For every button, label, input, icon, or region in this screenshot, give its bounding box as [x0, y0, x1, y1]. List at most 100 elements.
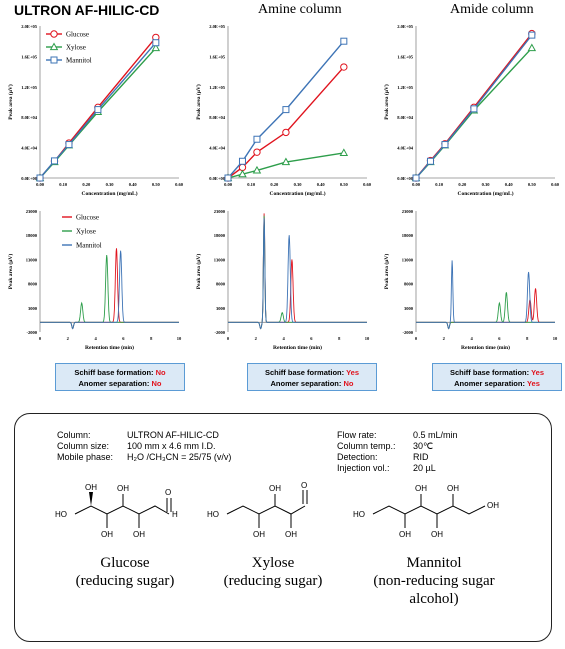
anomer-label: Anomer separation: — [78, 379, 150, 388]
data-point — [49, 42, 59, 51]
condition-value: H₂O /CH₃CN = 25/75 (v/v) — [127, 452, 232, 462]
x-tick-label: 4 — [470, 336, 473, 341]
molecule-xylose: Xylose (reducing sugar) — [203, 554, 343, 590]
struct-label: OH — [101, 530, 113, 539]
struct-label: HO — [353, 510, 365, 519]
x-tick-label: 0.40 — [505, 182, 514, 187]
y-tick-label: 8000 — [28, 282, 38, 287]
x-axis-label: Retention time (min) — [461, 344, 510, 351]
y-axis-label: Peak area (µV) — [383, 84, 390, 120]
struct-label: H — [172, 510, 178, 519]
condition-row: Column: ULTRON AF-HILIC-CD — [57, 430, 231, 441]
molecule-name: Glucose — [100, 555, 150, 571]
data-point — [151, 43, 161, 52]
schiff-label: Schiff base formation: — [74, 368, 154, 377]
anomer-value: No — [151, 379, 162, 388]
condition-key: Column size: — [57, 441, 110, 451]
x-tick-label: 4 — [282, 336, 285, 341]
y-axis-label: Peak area (µV) — [7, 254, 14, 290]
y-tick-label: 23000 — [402, 209, 414, 214]
x-tick-label: 0.40 — [129, 182, 138, 187]
x-tick-label: 0 — [39, 336, 42, 341]
data-point — [340, 63, 348, 71]
molecule-desc: (reducing sugar) — [223, 573, 323, 589]
y-axis-label: Peak area (µV) — [195, 84, 202, 120]
mannitol-structure: HO OH OH OH OH OH — [353, 484, 499, 539]
data-point — [238, 169, 247, 178]
schiff-value: No — [155, 368, 166, 377]
y-tick-label: 0.0E+00 — [21, 176, 37, 181]
data-point — [470, 105, 478, 113]
y-tick-label: 8.0E+04 — [21, 115, 37, 120]
x-tick-label: 0.30 — [294, 182, 303, 187]
x-tick-label: 6 — [498, 336, 501, 341]
struct-label: OH — [447, 484, 459, 493]
x-tick-label: 4 — [94, 336, 97, 341]
y-tick-label: 18000 — [26, 233, 38, 238]
x-axis-label: Concentration (mg/mL) — [81, 190, 137, 197]
schiff-value: Yes — [531, 368, 545, 377]
condition-key: Detection: — [337, 452, 378, 462]
x-tick-label: 0.10 — [247, 182, 256, 187]
struct-label: OH — [117, 484, 129, 493]
y-tick-label: 0.0E+00 — [209, 176, 225, 181]
trace-line — [40, 250, 179, 330]
x-tick-label: 0.10 — [435, 182, 444, 187]
molecule-name: Mannitol — [406, 555, 462, 571]
chromatogram-amine: 0 2 4 6 8 10 -2000 3000 8000 13000 18000 23000 Reten… — [195, 209, 370, 351]
struct-label: OH — [487, 501, 499, 510]
x-tick-label: 8 — [526, 336, 529, 341]
y-tick-label: 0.0E+00 — [397, 176, 413, 181]
y-tick-label: 18000 — [214, 233, 226, 238]
condition-key: Column temp.: — [337, 441, 396, 451]
data-point — [282, 128, 290, 137]
x-tick-label: 2 — [255, 336, 258, 341]
x-tick-label: 0.20 — [270, 182, 279, 187]
calibration-chart-amide: 0.00 0.10 0.20 0.30 0.40 0.50 0.60 0.0E+00 4.0E+… — [383, 24, 560, 197]
y-tick-label: 13000 — [214, 257, 226, 262]
conditions-panel: Column: ULTRON AF-HILIC-CD Column size: 10… — [14, 413, 552, 642]
y-tick-label: 13000 — [26, 257, 38, 262]
molecule-desc: (reducing sugar) — [75, 573, 175, 589]
x-tick-label: 0.60 — [551, 182, 560, 187]
condition-value: RID — [413, 452, 429, 462]
struct-label: O — [301, 482, 307, 490]
x-tick-label: 8 — [338, 336, 341, 341]
x-tick-label: 0.20 — [458, 182, 467, 187]
legend-label: Mannitol — [76, 242, 102, 250]
trace-line — [40, 254, 179, 330]
y-tick-label: 2.0E+05 — [21, 24, 37, 29]
data-point — [50, 56, 58, 64]
legend-label: Glucose — [76, 214, 99, 222]
struct-label: HO — [55, 510, 67, 519]
x-tick-label: 2 — [67, 336, 70, 341]
x-tick-label: 6 — [310, 336, 313, 341]
condition-key: Injection vol.: — [337, 463, 390, 473]
data-point — [36, 174, 44, 182]
y-tick-label: 13000 — [402, 257, 414, 262]
y-axis-label: Peak area (µV) — [7, 84, 14, 120]
y-tick-label: 8.0E+04 — [397, 115, 413, 120]
data-point — [528, 31, 536, 39]
x-tick-label: 8 — [150, 336, 153, 341]
y-tick-label: -2000 — [27, 330, 38, 335]
condition-value: ULTRON AF-HILIC-CD — [127, 430, 219, 440]
y-tick-label: 1.2E+05 — [21, 85, 37, 90]
data-point — [152, 39, 160, 47]
condition-row: Detection: RID — [337, 452, 458, 463]
data-point — [224, 174, 232, 182]
condition-key: Flow rate: — [337, 430, 377, 440]
verdict-box-amide: Schiff base formation: Yes Anomer separa… — [432, 363, 562, 391]
x-tick-label: 0.30 — [482, 182, 491, 187]
anomer-value: Yes — [526, 379, 540, 388]
verdict-box-amine: Schiff base formation: Yes Anomer separa… — [247, 363, 377, 391]
y-tick-label: 1.6E+05 — [21, 54, 37, 59]
y-tick-label: 3000 — [216, 306, 226, 311]
trace-line — [228, 218, 367, 330]
column-title-ultron: ULTRON AF-HILIC-CD — [14, 2, 160, 18]
struct-label: HO — [207, 510, 219, 519]
legend-label: Xylose — [66, 44, 86, 52]
data-point — [412, 174, 420, 182]
y-tick-label: 3000 — [28, 306, 38, 311]
legend-label: Mannitol — [66, 57, 92, 65]
